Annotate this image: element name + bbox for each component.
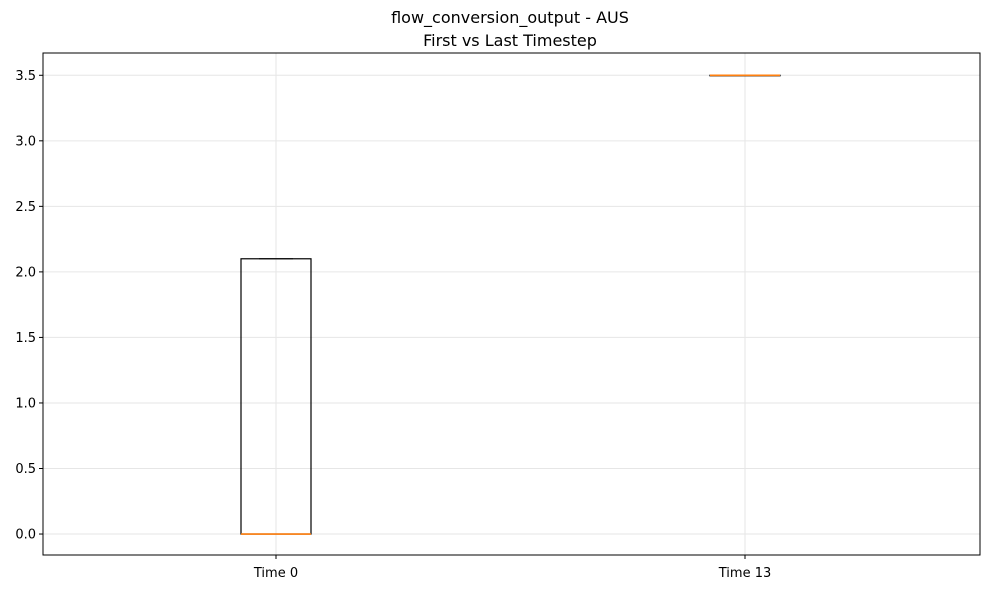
y-tick-label: 0.0 [15, 528, 36, 543]
x-tick-label: Time 13 [718, 566, 772, 581]
y-tick-label: 1.0 [15, 396, 36, 411]
box-time-13 [709, 74, 781, 77]
x-tick-label: Time 0 [253, 566, 298, 581]
y-tick-label: 0.5 [15, 462, 36, 477]
y-tick-label: 3.5 [15, 69, 36, 84]
y-axis: 0.0 0.5 1.0 1.5 2.0 2.5 3.0 3.5 [15, 69, 43, 543]
y-tick-label: 2.0 [15, 265, 36, 280]
box-time-0 [240, 258, 312, 535]
y-tick-label: 3.0 [15, 134, 36, 149]
y-tick-label: 2.5 [15, 200, 36, 215]
grid [43, 53, 980, 555]
x-axis: Time 0 Time 13 [253, 555, 771, 581]
y-tick-label: 1.5 [15, 331, 36, 346]
chart-subtitle: First vs Last Timestep [423, 31, 597, 50]
chart-title: flow_conversion_output - AUS [391, 8, 629, 28]
plot-area-frame [42, 52, 981, 556]
boxes [240, 74, 781, 535]
